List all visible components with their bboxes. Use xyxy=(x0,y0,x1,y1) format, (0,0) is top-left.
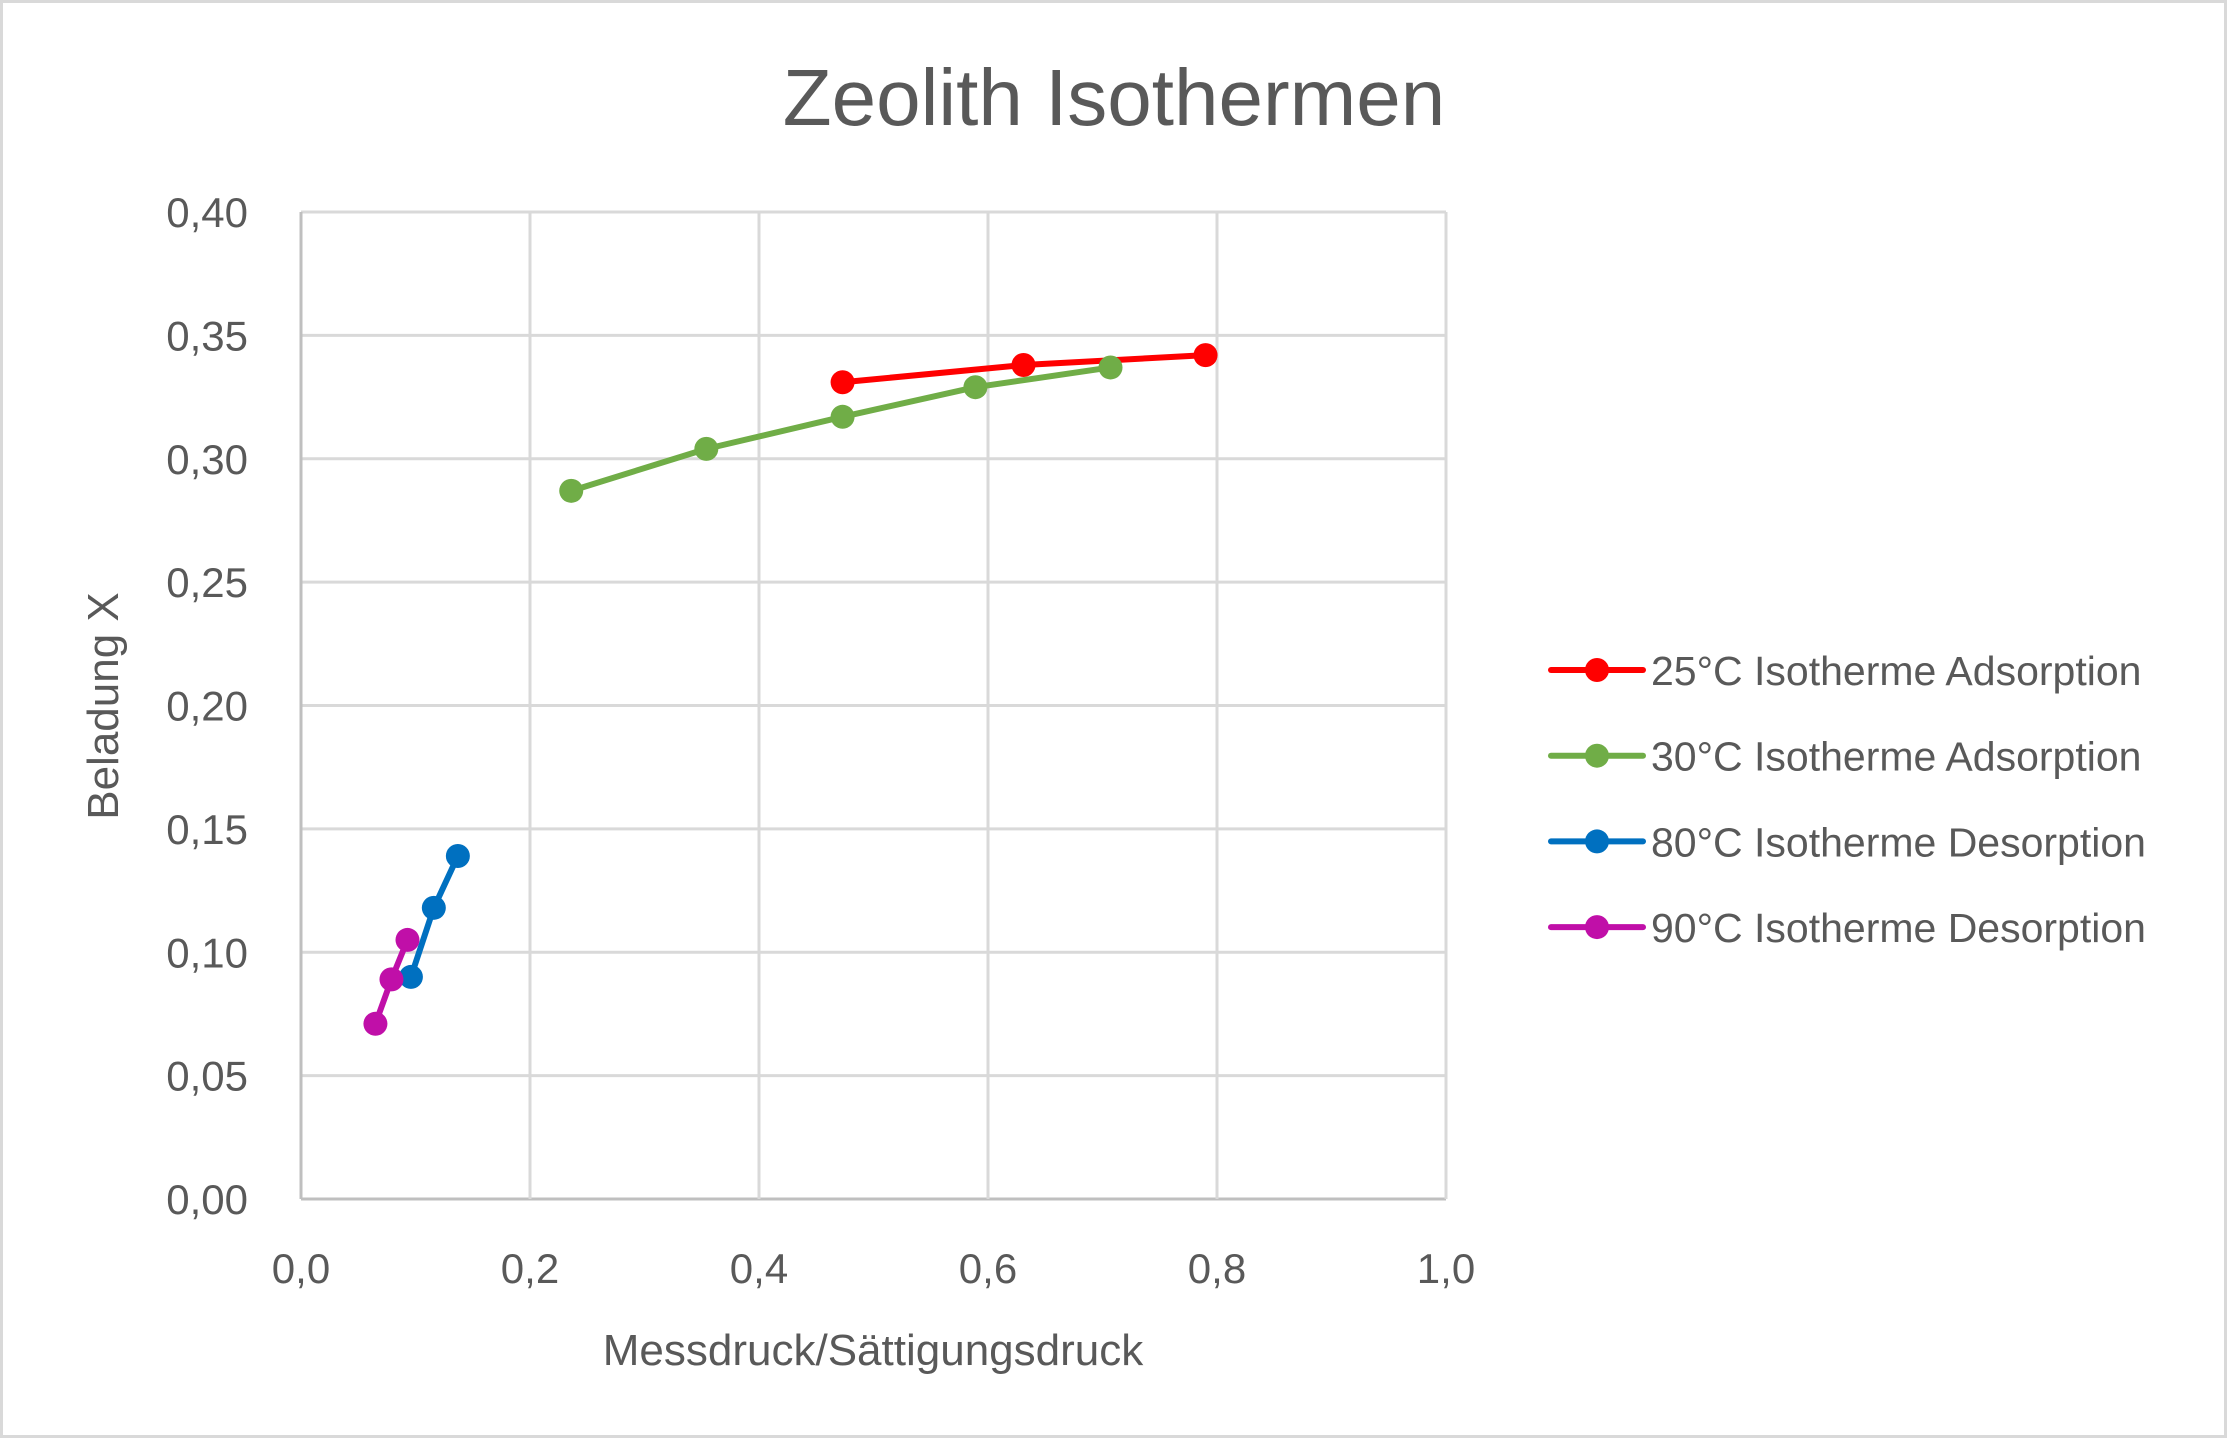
legend-marker xyxy=(1585,829,1609,854)
data-point xyxy=(363,1011,388,1036)
data-point xyxy=(963,375,988,400)
legend-item: 80°C Isotherme Desorption xyxy=(1548,819,2146,865)
legend-marker xyxy=(1585,743,1609,768)
legend-label: 25°C Isotherme Adsorption xyxy=(1651,648,2141,694)
legend-item: 25°C Isotherme Adsorption xyxy=(1548,648,2141,694)
x-axis-title: Messdruck/Sättigungsdruck xyxy=(603,1326,1144,1375)
legend-marker xyxy=(1585,658,1609,682)
data-point xyxy=(830,370,855,395)
data-point xyxy=(1098,355,1123,380)
y-tick-label: 0,25 xyxy=(166,559,248,606)
series-1 xyxy=(559,355,1123,503)
data-point xyxy=(398,964,423,989)
x-tick-label: 0,6 xyxy=(959,1245,1017,1292)
scatter-line-chart: Zeolith Isothermen 0,000,050,100,150,200… xyxy=(79,53,2146,1375)
chart-title: Zeolith Isothermen xyxy=(783,53,1446,142)
series-layer xyxy=(363,343,1218,1036)
series-3 xyxy=(363,927,420,1036)
y-tick-label: 0,15 xyxy=(166,806,248,853)
x-tick-label: 0,2 xyxy=(501,1245,559,1292)
x-tick-label: 1,0 xyxy=(1417,1245,1475,1292)
y-tick-label: 0,10 xyxy=(166,929,248,976)
legend-item: 90°C Isotherme Desorption xyxy=(1548,905,2146,951)
legend-label: 80°C Isotherme Desorption xyxy=(1651,819,2146,865)
x-tick-label: 0,8 xyxy=(1188,1245,1246,1292)
data-point xyxy=(1193,343,1218,368)
y-tick-label: 0,40 xyxy=(166,189,248,236)
x-tick-label: 0,4 xyxy=(730,1245,788,1292)
data-point xyxy=(830,404,855,429)
legend-label: 30°C Isotherme Adsorption xyxy=(1651,734,2141,780)
y-tick-label: 0,05 xyxy=(166,1053,248,1100)
y-tick-label: 0,00 xyxy=(166,1176,248,1223)
data-point xyxy=(694,436,719,461)
y-tick-label: 0,30 xyxy=(166,436,248,483)
data-point xyxy=(421,895,446,920)
legend: 25°C Isotherme Adsorption 30°C Isotherme … xyxy=(1548,648,2146,951)
x-tick-label: 0,0 xyxy=(272,1245,330,1292)
y-tick-label: 0,35 xyxy=(166,312,248,359)
legend-item: 30°C Isotherme Adsorption xyxy=(1548,734,2141,780)
data-point xyxy=(395,927,420,952)
data-point xyxy=(1011,352,1036,377)
legend-label: 90°C Isotherme Desorption xyxy=(1651,905,2146,951)
series-2 xyxy=(398,844,470,989)
series-0 xyxy=(830,343,1218,395)
data-point xyxy=(379,967,404,992)
y-tick-label: 0,20 xyxy=(166,683,248,730)
data-point xyxy=(445,844,470,869)
legend-marker xyxy=(1585,915,1609,940)
gridlines xyxy=(299,210,1448,1201)
axes: 0,00 0,05 0,10 0,15 0,20 0,25 0,30 0,35 0,40 0,0 0… xyxy=(166,189,1475,1292)
data-point xyxy=(559,478,584,503)
y-axis-title: Beladung X xyxy=(79,592,128,820)
